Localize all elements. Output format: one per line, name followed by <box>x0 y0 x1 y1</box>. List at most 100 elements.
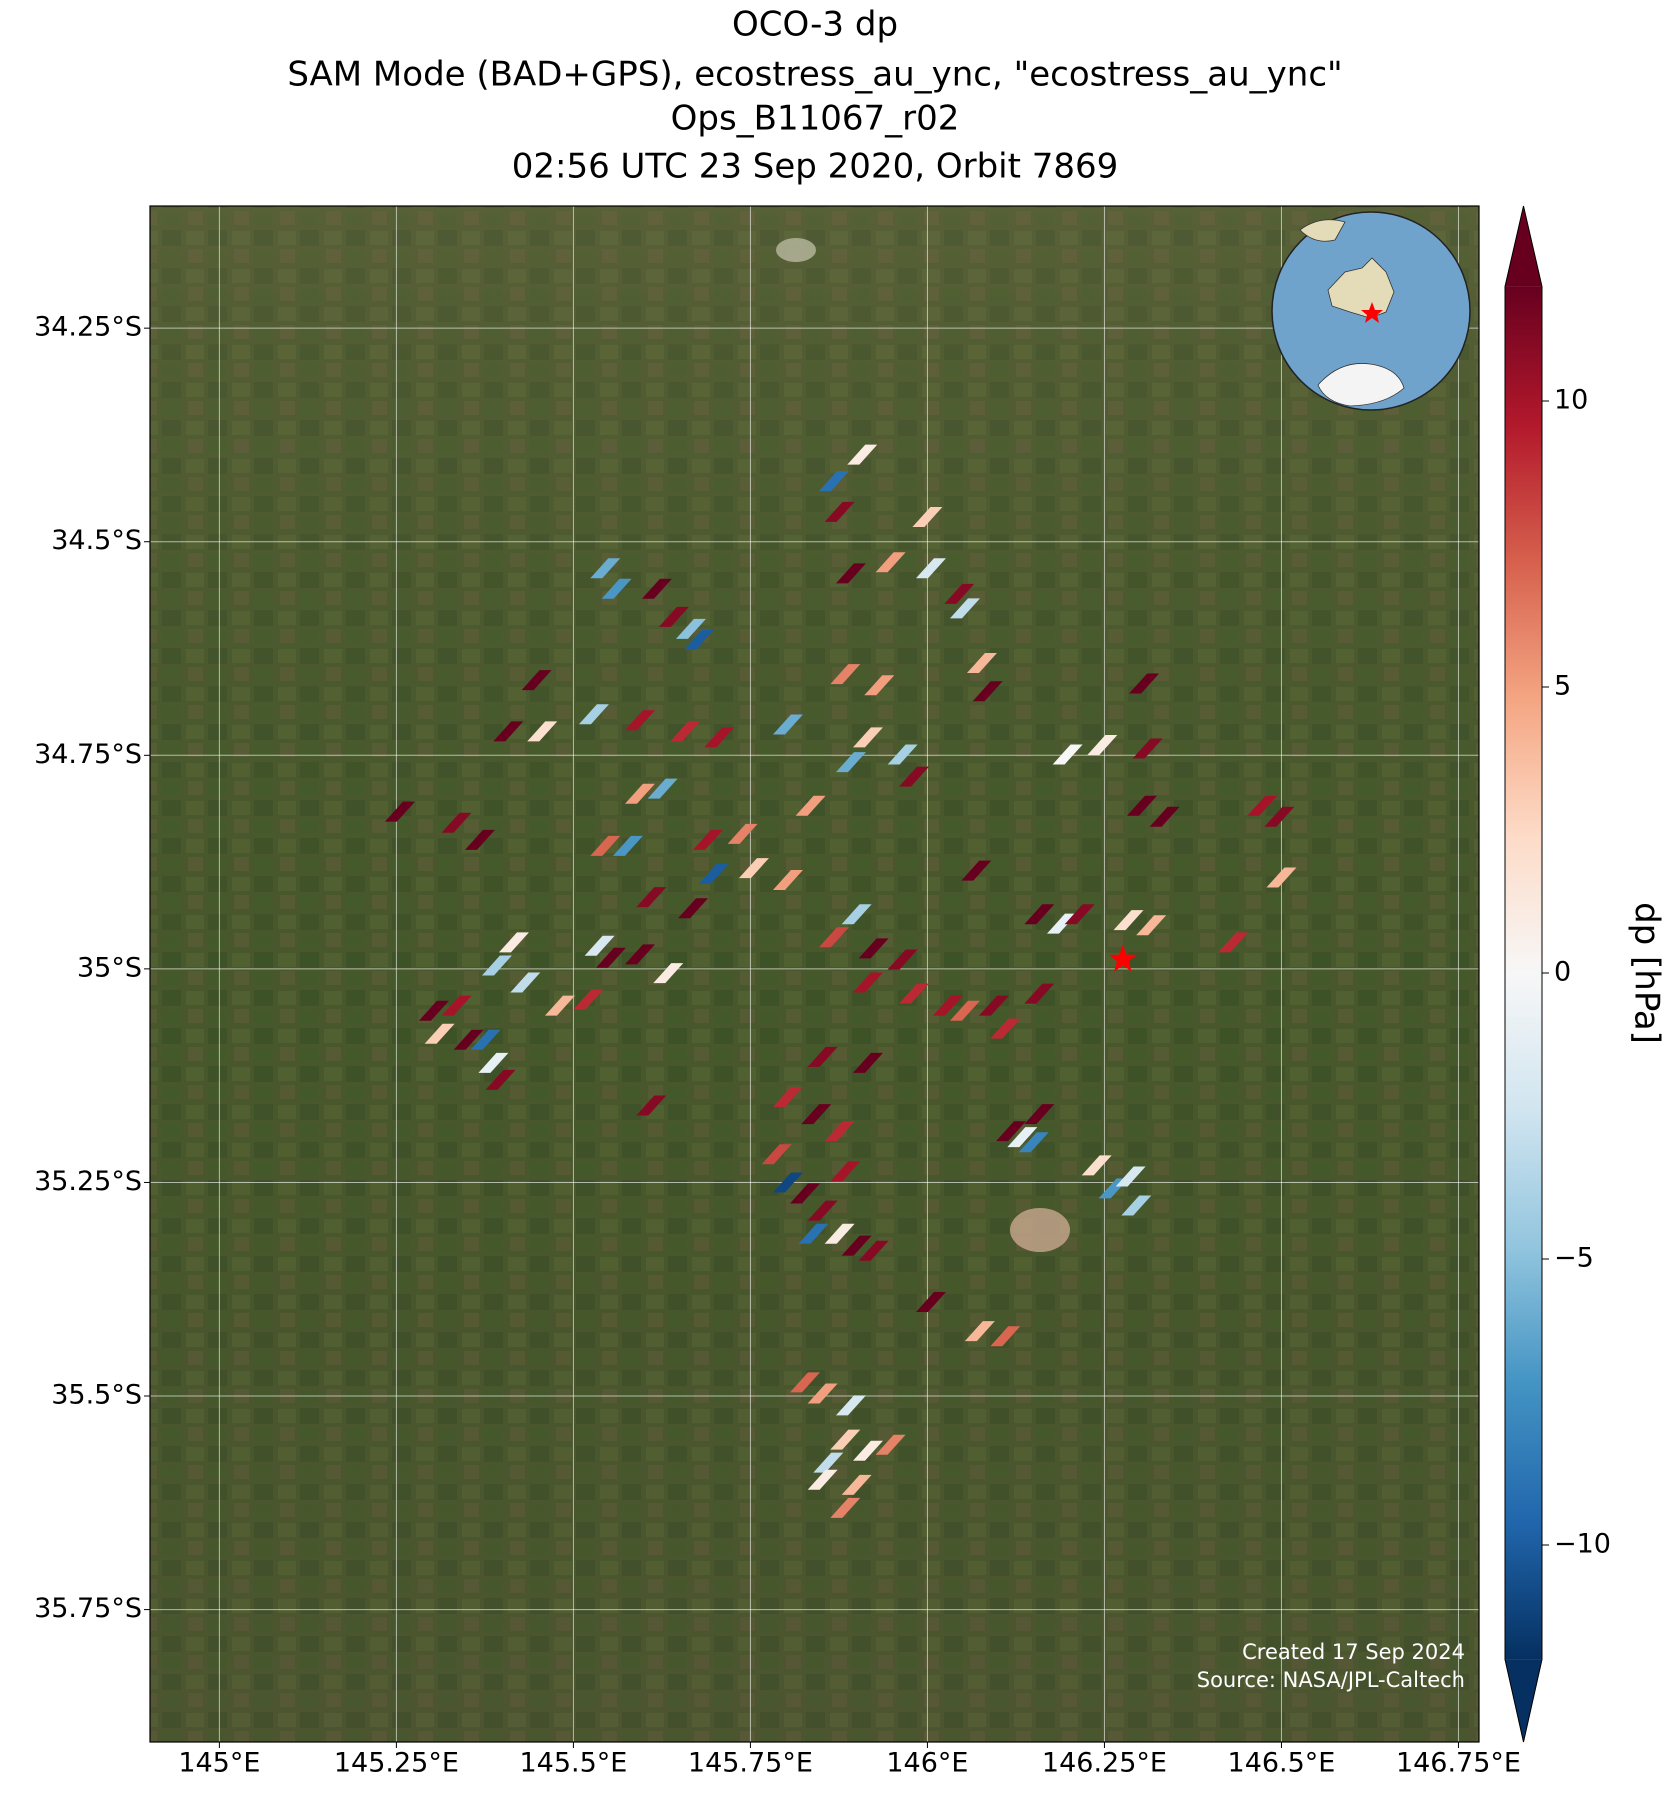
sounding <box>1018 1132 1049 1153</box>
sounding <box>1024 904 1055 925</box>
sounding <box>624 710 655 731</box>
sounding <box>636 887 667 908</box>
sounding <box>807 1383 838 1404</box>
sounding <box>641 578 672 599</box>
sounding <box>852 727 883 748</box>
sounding <box>1247 795 1278 816</box>
colorbar-extend-max <box>1505 206 1542 287</box>
sounding <box>824 1121 855 1142</box>
credit: Source: NASA/JPL-Caltech <box>1197 1668 1465 1692</box>
colorbar <box>1505 286 1542 1660</box>
title: SAM Mode (BAD+GPS), ecostress_au_ync, "e… <box>287 55 1342 95</box>
sounding <box>590 835 621 856</box>
colorbar-frame <box>1504 205 1543 1743</box>
sounding <box>624 944 655 965</box>
sounding <box>990 1018 1021 1039</box>
sounding <box>384 801 415 822</box>
sounding <box>478 1052 509 1073</box>
sounding <box>972 681 1003 702</box>
sounding <box>1121 1195 1152 1216</box>
sounding <box>944 583 975 604</box>
y-tick-label: 34.25°S <box>34 312 142 343</box>
sounding <box>1218 932 1249 953</box>
sounding <box>795 795 826 816</box>
sounding <box>1064 904 1095 925</box>
sounding <box>573 989 604 1010</box>
sounding <box>995 1121 1026 1142</box>
sounding <box>818 471 849 492</box>
sounding <box>978 995 1009 1016</box>
sounding <box>590 558 621 579</box>
sounding <box>485 1069 516 1090</box>
sounding <box>678 898 709 919</box>
sounding <box>636 1095 667 1116</box>
map-frame <box>149 205 1480 1743</box>
title: OCO-3 dp <box>732 5 898 45</box>
sounding <box>875 552 906 573</box>
y-tick-label: 35°S <box>77 952 142 983</box>
sounding <box>418 1000 449 1021</box>
sounding <box>493 721 524 742</box>
sounding <box>772 1172 803 1193</box>
sounding <box>675 618 706 639</box>
sounding <box>658 606 689 627</box>
x-tick-label: 146.25°E <box>1042 1748 1167 1779</box>
sounding <box>1126 795 1157 816</box>
sounding <box>584 935 615 956</box>
sounding <box>653 963 684 984</box>
sounding <box>624 783 655 804</box>
sounding <box>544 995 575 1016</box>
sounding <box>852 1440 883 1461</box>
sounding <box>852 1052 883 1073</box>
sounding <box>527 721 558 742</box>
sounding <box>830 1497 861 1518</box>
sounding <box>761 1144 792 1165</box>
sounding <box>1052 744 1083 765</box>
sounding <box>912 506 943 527</box>
sounding <box>772 1087 803 1108</box>
sounding <box>1113 910 1144 931</box>
sounding <box>818 927 849 948</box>
sounding <box>915 558 946 579</box>
target-star <box>1108 944 1138 972</box>
sounding <box>453 1029 484 1050</box>
y-tick-label: 35.75°S <box>34 1593 142 1624</box>
title: Ops_B11067_r02 <box>671 99 960 139</box>
sounding <box>966 653 997 674</box>
sounding <box>887 744 918 765</box>
sounding <box>898 983 929 1004</box>
sounding <box>738 858 769 879</box>
sounding <box>949 598 980 619</box>
basemap-shade <box>150 206 1479 1742</box>
sounding <box>830 1429 861 1450</box>
colorbar-label: dp [hPa] <box>1627 902 1667 1044</box>
sounding <box>1129 673 1160 694</box>
sounding <box>704 727 735 748</box>
sounding <box>858 1240 889 1261</box>
globe-inset <box>1271 211 1471 411</box>
sounding <box>835 563 866 584</box>
sounding <box>1136 915 1167 936</box>
y-tick-label: 35.25°S <box>34 1166 142 1197</box>
lake <box>1010 1208 1070 1252</box>
sounding <box>441 995 472 1016</box>
title: 02:56 UTC 23 Sep 2020, Orbit 7869 <box>512 147 1119 187</box>
sounding <box>670 721 701 742</box>
colorbar-tick-label: 10 <box>1554 385 1588 416</box>
sounding <box>510 972 541 993</box>
sounding <box>481 955 512 976</box>
sounding <box>898 766 929 787</box>
sounding <box>601 578 632 599</box>
x-tick-label: 146.5°E <box>1228 1748 1336 1779</box>
colorbar-extend-min <box>1505 1659 1542 1742</box>
sounding <box>1132 738 1163 759</box>
sounding <box>852 972 883 993</box>
land <box>1299 219 1346 242</box>
sounding <box>841 1235 872 1256</box>
sounding <box>789 1183 820 1204</box>
sounding <box>1115 1166 1146 1187</box>
sounding <box>915 1292 946 1313</box>
map-area <box>150 206 1479 1742</box>
